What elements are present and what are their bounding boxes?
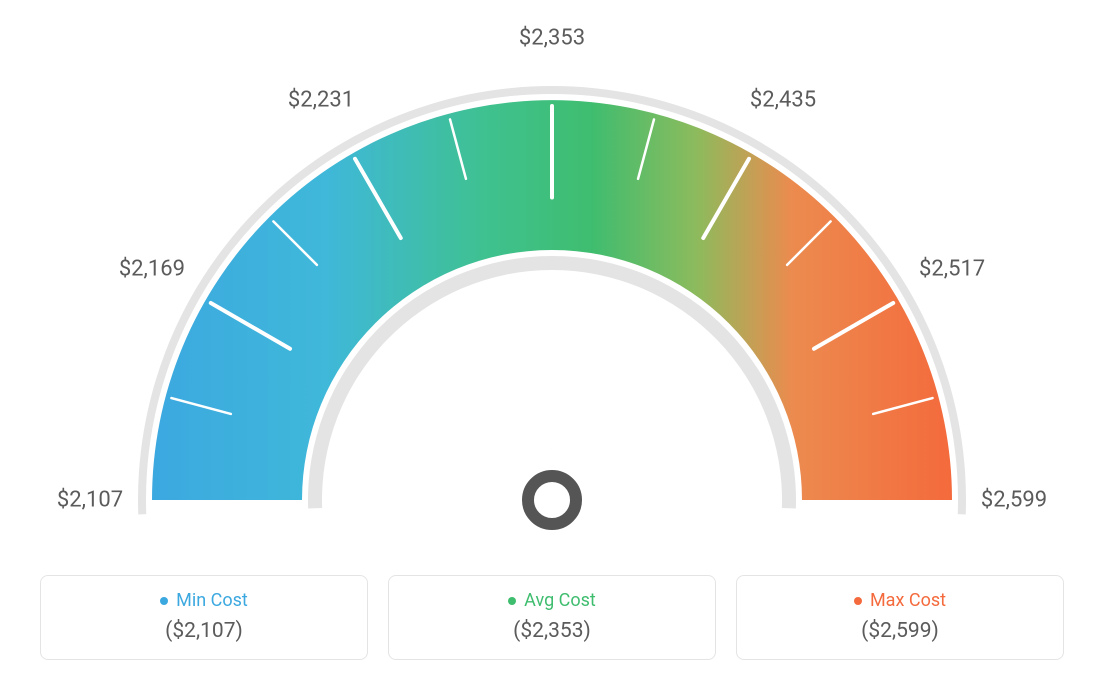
legend-title: Max Cost [755, 590, 1045, 611]
gauge-tick-label: $2,231 [288, 87, 354, 112]
gauge-tick-label: $2,169 [119, 257, 185, 282]
legend-row: Min Cost ($2,107) Avg Cost ($2,353) Max Cost… [40, 575, 1064, 660]
legend-value: ($2,599) [755, 619, 1045, 643]
legend-title: Min Cost [59, 590, 349, 611]
legend-dot-icon [508, 597, 516, 605]
legend-label: Max Cost [870, 590, 946, 611]
legend-card-avg-cost: Avg Cost ($2,353) [388, 575, 716, 660]
legend-dot-icon [160, 597, 168, 605]
legend-label: Avg Cost [524, 590, 596, 611]
legend-dot-icon [854, 597, 862, 605]
legend-title: Avg Cost [407, 590, 697, 611]
legend-value: ($2,353) [407, 619, 697, 643]
gauge-tick-label: $2,107 [57, 488, 123, 513]
legend-label: Min Cost [176, 590, 248, 611]
gauge-needle-hub-hole [540, 488, 564, 512]
gauge-tick-label: $2,517 [919, 257, 985, 282]
gauge-svg [42, 30, 1062, 550]
gauge-tick-label: $2,599 [981, 488, 1047, 513]
legend-value: ($2,107) [59, 619, 349, 643]
gauge-tick-label: $2,353 [519, 26, 585, 51]
legend-card-max-cost: Max Cost ($2,599) [736, 575, 1064, 660]
gauge-chart: $2,107$2,169$2,231$2,353$2,435$2,517$2,5… [42, 30, 1062, 550]
legend-card-min-cost: Min Cost ($2,107) [40, 575, 368, 660]
gauge-tick-label: $2,435 [750, 87, 816, 112]
